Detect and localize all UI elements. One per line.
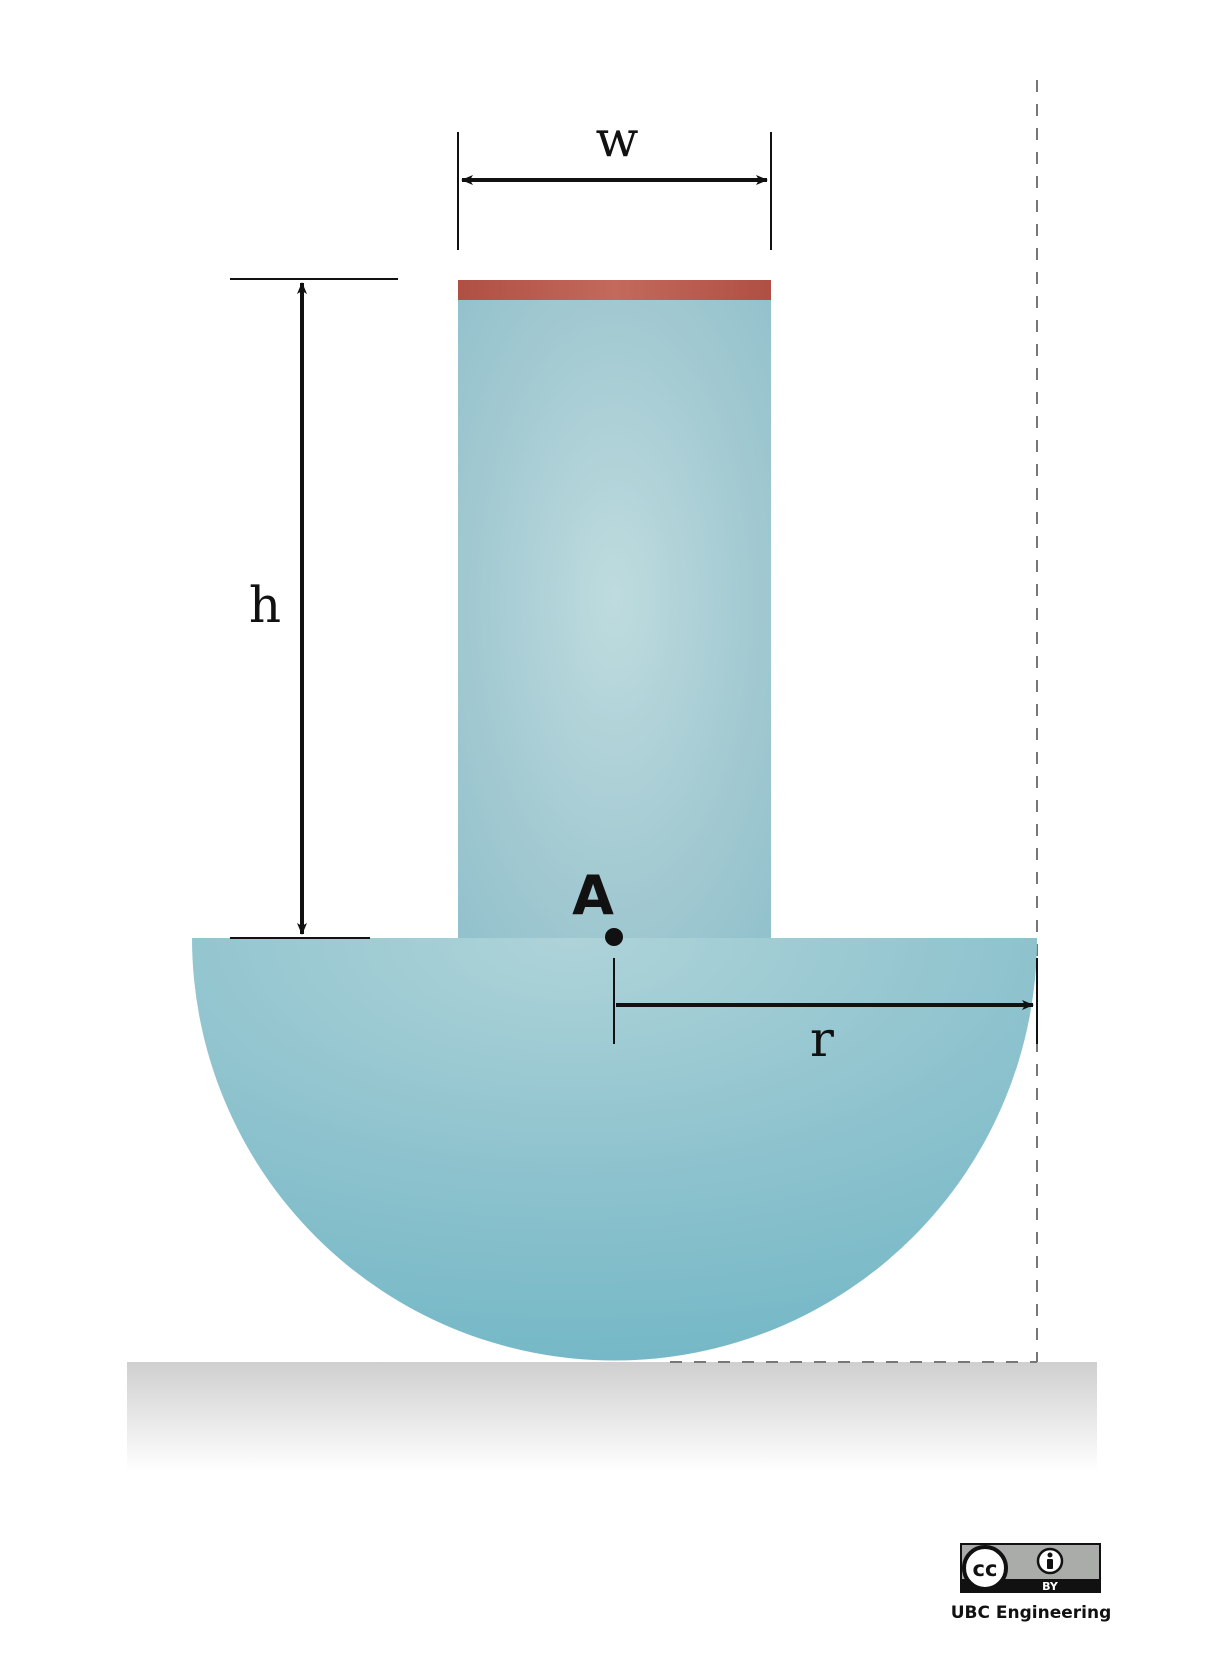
point-a-dot <box>605 928 623 946</box>
point-a-label: A <box>572 864 614 927</box>
cc-icon <box>962 1545 1008 1591</box>
column-top-strip <box>458 280 771 300</box>
radius-label: r <box>810 1010 834 1068</box>
height-label: h <box>249 576 281 634</box>
width-dimension: w <box>457 110 772 250</box>
cc-by-license-badge: cc BY <box>960 1543 1101 1593</box>
rectangular-column <box>458 282 771 938</box>
ground-surface <box>127 1362 1097 1472</box>
credit-text: UBC Engineering <box>951 1603 1112 1623</box>
radius-dimension: r <box>613 958 1038 1068</box>
by-text: BY <box>1042 1580 1059 1593</box>
width-label: w <box>596 110 639 168</box>
height-dimension: h <box>230 278 398 939</box>
hemisphere-base <box>192 938 1037 1361</box>
cc-icon-text: cc <box>973 1557 998 1581</box>
point-a: A <box>572 864 623 946</box>
